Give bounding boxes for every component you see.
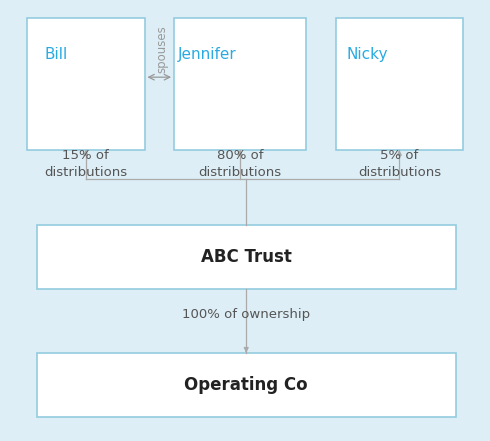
Text: ABC Trust: ABC Trust <box>201 248 292 266</box>
Text: Jennifer: Jennifer <box>178 47 236 62</box>
Text: 100% of ownership: 100% of ownership <box>182 308 310 321</box>
Bar <box>37 225 456 289</box>
Text: 5% of
distributions: 5% of distributions <box>358 149 441 179</box>
Text: 15% of
distributions: 15% of distributions <box>44 149 127 179</box>
Bar <box>174 18 306 150</box>
Text: 80% of
distributions: 80% of distributions <box>198 149 282 179</box>
Text: Operating Co: Operating Co <box>184 376 308 394</box>
Bar <box>336 18 463 150</box>
Bar <box>37 353 456 417</box>
Text: Nicky: Nicky <box>347 47 388 62</box>
Text: Bill: Bill <box>45 47 68 62</box>
Bar <box>27 18 145 150</box>
Text: spouses: spouses <box>155 25 168 73</box>
